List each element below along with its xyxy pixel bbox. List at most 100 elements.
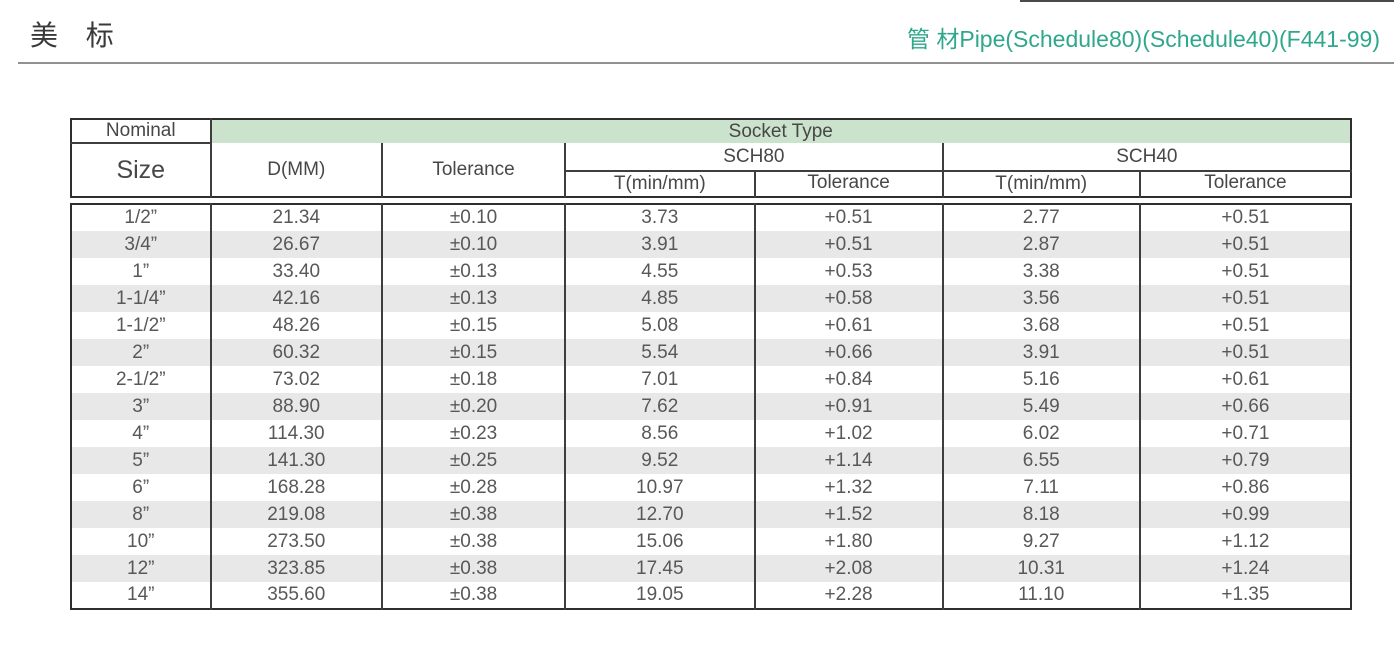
cell: 5.16: [942, 366, 1141, 393]
cell: +0.84: [754, 366, 944, 393]
page-subtitle-pipe-spec: 管 材Pipe(Schedule80)(Schedule40)(F441-99): [906, 26, 1380, 52]
cell: 5.08: [565, 312, 756, 339]
cell: +0.66: [754, 339, 944, 366]
cell: 4”: [71, 420, 212, 447]
col-header-sch80-tolerance: Tolerance: [754, 171, 944, 197]
cell: 10.97: [565, 474, 756, 501]
cell: 9.27: [942, 528, 1141, 555]
cell: 33.40: [210, 258, 384, 285]
body-row: 5” 141.30 ±0.25 9.52 +1.14 6.55 +0.79: [71, 447, 1351, 474]
body-row: 1-1/4” 42.16 ±0.13 4.85 +0.58 3.56 +0.51: [71, 285, 1351, 312]
cell: +0.53: [754, 258, 944, 285]
cell: +1.14: [754, 447, 944, 474]
cell: +0.79: [1221, 449, 1270, 471]
body-row: 1” 33.40 ±0.13 4.55 +0.53 3.38 +0.51: [71, 258, 1351, 285]
pipe-spec-table: Nominal Socket Type Size D(MM) Tolerance…: [70, 118, 1352, 610]
cell: 6.02: [942, 420, 1141, 447]
cell: 7.11: [942, 474, 1141, 501]
cell: 3.68: [942, 312, 1141, 339]
table-body-rows: 1/2” 21.34 ±0.10 3.73 +0.51 2.77 +0.51 3/4” 26.6…: [71, 204, 1351, 609]
cell: 323.85: [210, 555, 384, 582]
col-header-sch40-t-min: T(min/mm): [942, 171, 1141, 197]
cell: +0.61: [1221, 368, 1270, 390]
cell: 60.32: [210, 339, 384, 366]
table-body: 1/2” 21.34 ±0.10 3.73 +0.51 2.77 +0.51 3/4” 26.6…: [70, 203, 1352, 610]
cell: 19.05: [565, 582, 756, 609]
cell: 12”: [71, 555, 212, 582]
cell: 88.90: [210, 393, 384, 420]
cell: 2.87: [942, 231, 1141, 258]
body-row: 3” 88.90 ±0.20 7.62 +0.91 5.49 +0.66: [71, 393, 1351, 420]
col-header-nominal: Nominal: [71, 119, 212, 144]
col-header-size: Size: [71, 143, 212, 197]
cell: 5.49: [942, 393, 1141, 420]
cell: +0.66: [1221, 395, 1270, 417]
cell: ±0.20: [382, 393, 567, 420]
cell: 219.08: [210, 501, 384, 528]
cell: +1.35: [1221, 584, 1270, 605]
cell: +1.02: [754, 420, 944, 447]
cell: 6.55: [942, 447, 1141, 474]
cell: 355.60: [210, 582, 384, 609]
cell: +0.51: [1221, 314, 1270, 336]
cell: ±0.10: [382, 231, 567, 258]
cell: ±0.38: [382, 501, 567, 528]
cell: 4.85: [565, 285, 756, 312]
cell: +0.61: [754, 312, 944, 339]
cell: +0.51: [1221, 341, 1270, 363]
cell: +0.51: [1221, 207, 1270, 228]
body-row: 3/4” 26.67 ±0.10 3.91 +0.51 2.87 +0.51: [71, 231, 1351, 258]
body-row: 14” 355.60 ±0.38 19.05 +2.28 11.10 +1.35: [71, 582, 1351, 609]
cell: 9.52: [565, 447, 756, 474]
body-row: 1/2” 21.34 ±0.10 3.73 +0.51 2.77 +0.51: [71, 204, 1351, 231]
cell: ±0.13: [382, 258, 567, 285]
cell: 3.91: [565, 231, 756, 258]
cell: ±0.10: [382, 204, 567, 231]
body-row: 2” 60.32 ±0.15 5.54 +0.66 3.91 +0.51: [71, 339, 1351, 366]
cell: +0.86: [1221, 476, 1270, 498]
cell: 11.10: [942, 582, 1141, 609]
cell: 8”: [71, 501, 212, 528]
cell: 12.70: [565, 501, 756, 528]
cell: +1.52: [754, 501, 944, 528]
cell: 10”: [71, 528, 212, 555]
cell: 168.28: [210, 474, 384, 501]
cell: +0.51: [1221, 287, 1270, 309]
col-header-sch80-t-min: T(min/mm): [565, 171, 756, 197]
body-row: 12” 323.85 ±0.38 17.45 +2.08 10.31 +1.24: [71, 555, 1351, 582]
cell: ±0.25: [382, 447, 567, 474]
cell: 26.67: [210, 231, 384, 258]
cell: 7.01: [565, 366, 756, 393]
body-row: 1-1/2” 48.26 ±0.15 5.08 +0.61 3.68 +0.51: [71, 312, 1351, 339]
cell: 17.45: [565, 555, 756, 582]
cell: 3.91: [942, 339, 1141, 366]
cell: 5.54: [565, 339, 756, 366]
col-header-socket-type: Socket Type: [210, 119, 1351, 143]
body-row: 10” 273.50 ±0.38 15.06 +1.80 9.27 +1.12: [71, 528, 1351, 555]
cell: 2”: [71, 339, 212, 366]
cell: 2-1/2”: [71, 366, 212, 393]
cell: 15.06: [565, 528, 756, 555]
cell: +0.58: [754, 285, 944, 312]
cell: 14”: [71, 582, 212, 609]
cell: 7.62: [565, 393, 756, 420]
cell: 273.50: [210, 528, 384, 555]
cell: 48.26: [210, 312, 384, 339]
top-edge-divider: [1020, 0, 1394, 2]
cell: ±0.23: [382, 420, 567, 447]
col-header-tolerance: Tolerance: [382, 143, 567, 197]
cell: 4.55: [565, 258, 756, 285]
cell: +0.51: [754, 204, 944, 231]
body-row: 8” 219.08 ±0.38 12.70 +1.52 8.18 +0.99: [71, 501, 1351, 528]
col-header-sch80: SCH80: [565, 143, 944, 172]
cell: 2.77: [942, 204, 1141, 231]
cell: 5”: [71, 447, 212, 474]
table-header: Nominal Socket Type Size D(MM) Tolerance…: [70, 118, 1352, 198]
col-header-sch40-tolerance: Tolerance: [1204, 172, 1287, 193]
cell: 1-1/2”: [71, 312, 212, 339]
header-rule: [18, 62, 1394, 64]
body-row: 2-1/2” 73.02 ±0.18 7.01 +0.84 5.16 +0.61: [71, 366, 1351, 393]
cell: +0.71: [1221, 422, 1270, 444]
cell: 21.34: [210, 204, 384, 231]
